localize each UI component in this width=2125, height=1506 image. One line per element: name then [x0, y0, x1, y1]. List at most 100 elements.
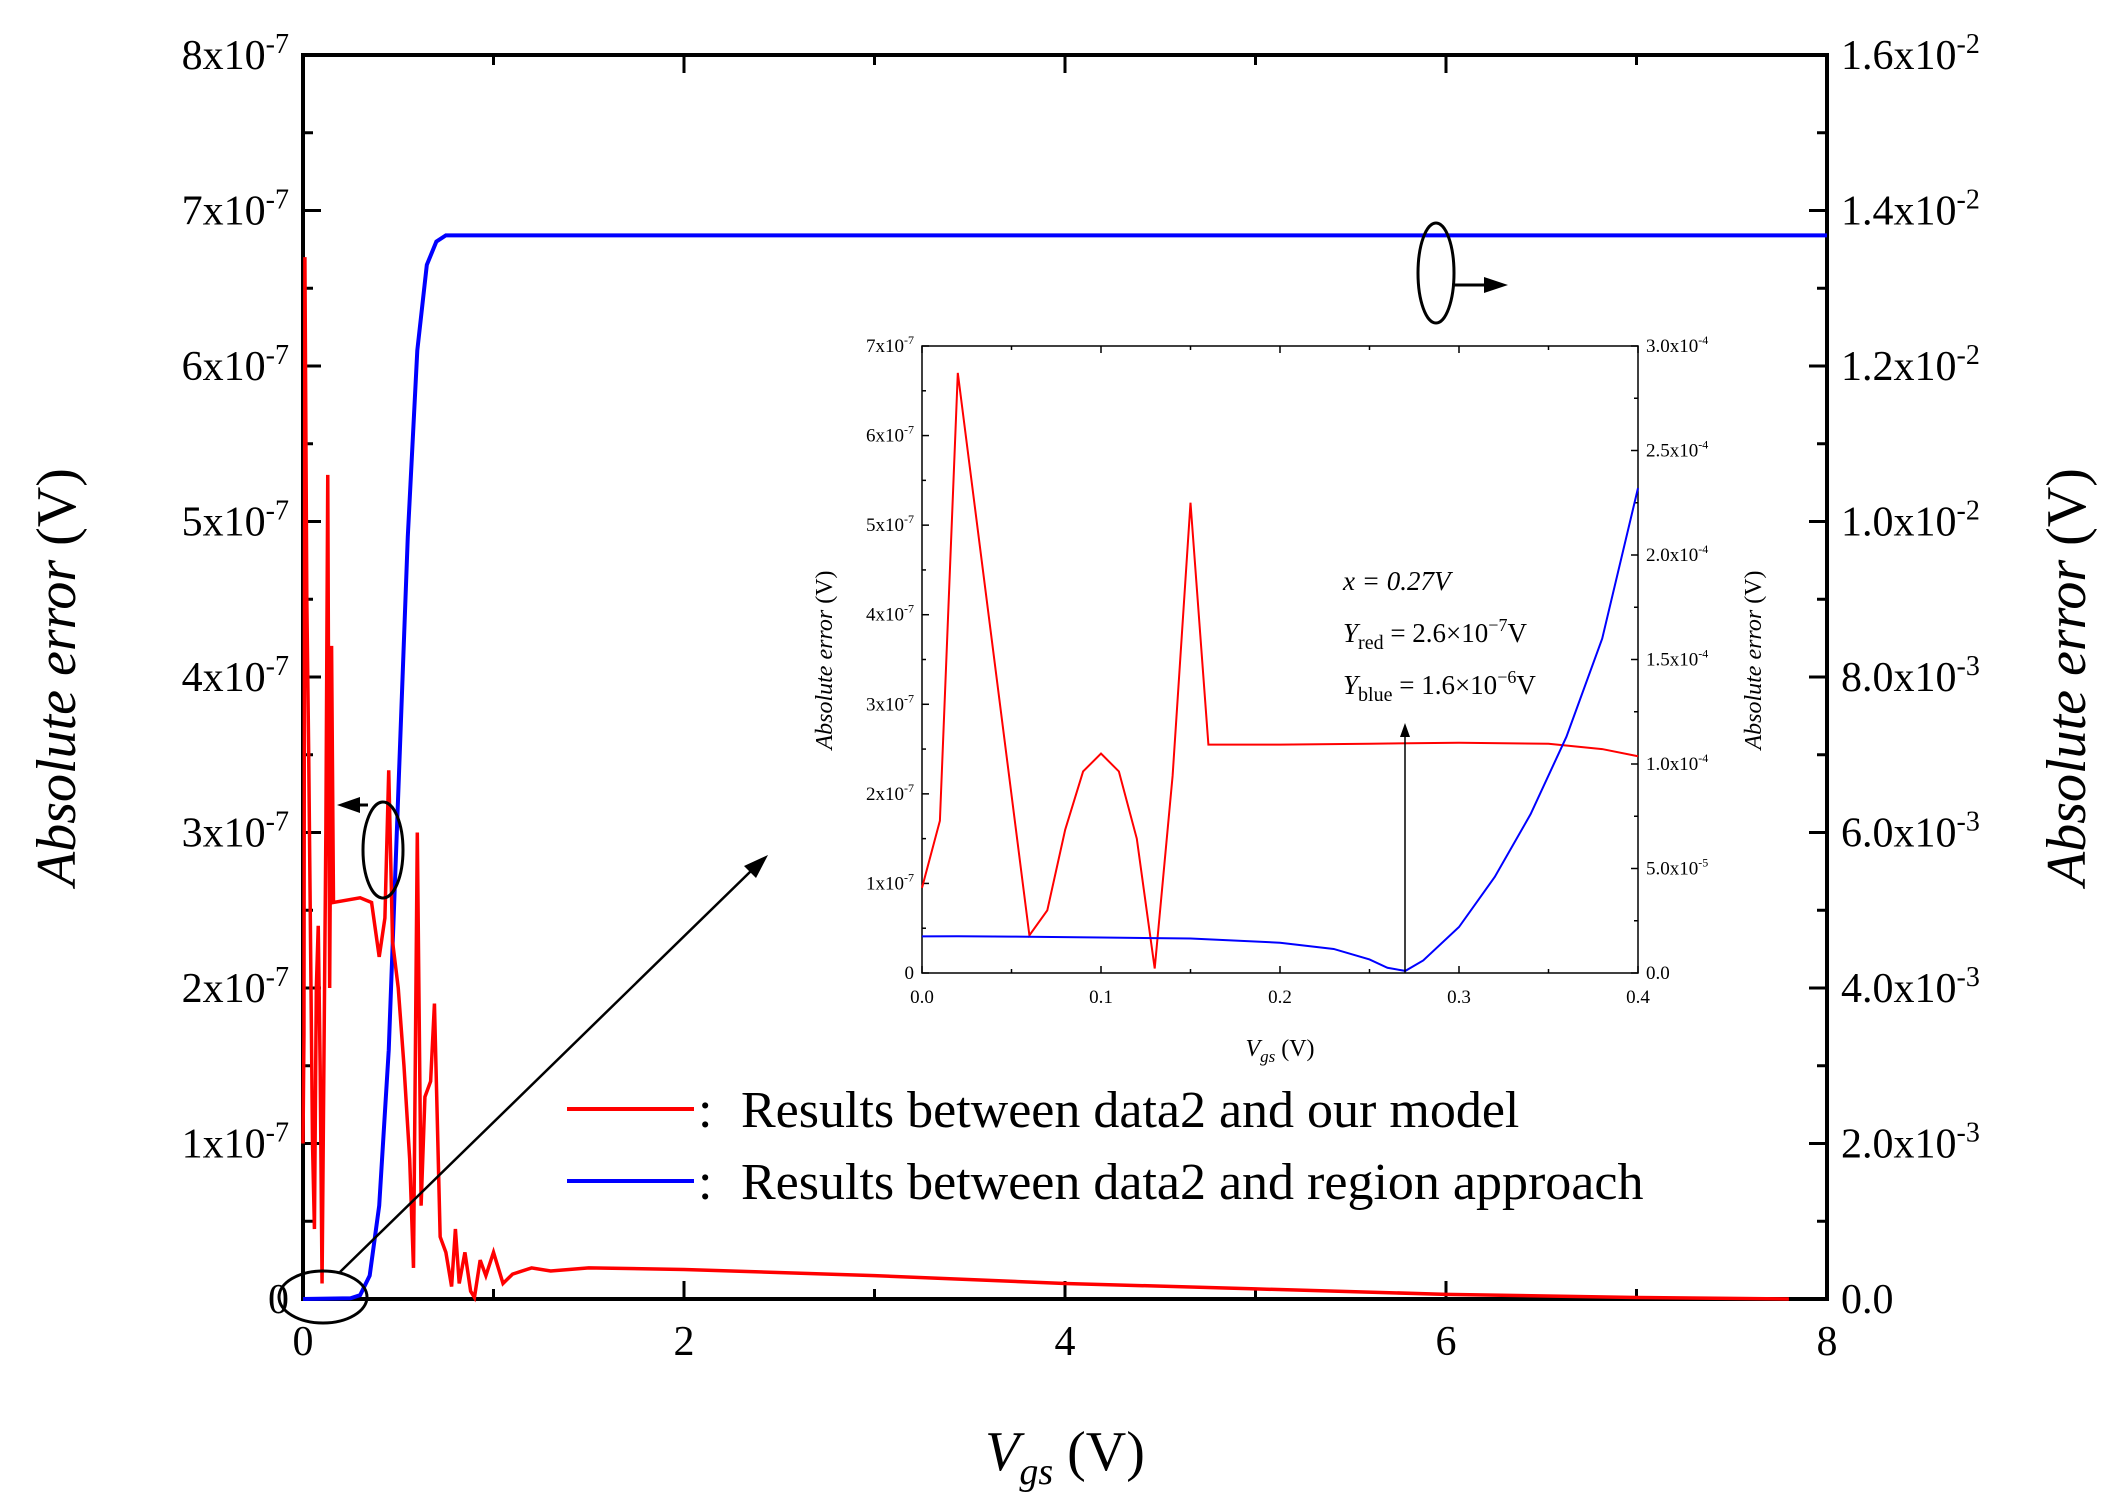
inset-right-tick-label-mantissa: 5.0x10 [1646, 859, 1698, 880]
main-left-axis-title-unit: (V) [26, 468, 88, 560]
inset-plot: 0.0 0.1 0.2 0.3 0.401x10-72x10-73x10-74x10-7… [812, 333, 1767, 1066]
inset-left-tick-label: 2x10-7 [866, 781, 914, 805]
inset-left-axis-title: Absolute error (V) [812, 570, 838, 751]
inset-series-red-line [921, 372, 1639, 969]
inset-right-tick-label: 2.0x10-4 [1646, 542, 1708, 566]
inset-annotation-x-text: x = 0.27V [1342, 566, 1454, 596]
legend-label-region-approach: Results between data2 and region approac… [741, 1154, 1643, 1211]
legend-marker-our-model: : [698, 1082, 712, 1139]
inset-right-tick-label-mantissa: 1.5x10 [1646, 650, 1698, 671]
inset-left-tick-label-mantissa: 3x10 [866, 694, 904, 715]
inset-left-tick-label-mantissa: 0 [905, 963, 915, 984]
inset-right-tick-label-mantissa: 2.5x10 [1646, 441, 1698, 462]
main-right-tick-label-mantissa: 4.0x10 [1841, 966, 1957, 1012]
inset-left-tick-label: 6x10-7 [866, 423, 914, 447]
main-right-tick-label-exponent: -2 [1957, 496, 1980, 527]
zoom-region-arrow [339, 869, 753, 1273]
inset-annotation-arrowhead [1400, 723, 1410, 737]
zoom-region-ellipse [277, 1269, 369, 1325]
inset-annotation-yred-unit: V [1507, 618, 1527, 648]
inset-annotation-yblue-value: = 1.6×10 [1392, 670, 1497, 700]
main-left-tick-label-exponent: -7 [266, 962, 289, 993]
main-series-our-model-line [301, 257, 1789, 1303]
main-x-tick-label: 8 [1817, 1319, 1838, 1365]
inset-left-tick-label-mantissa: 1x10 [866, 873, 904, 894]
main-right-tick-label-mantissa: 2.0x10 [1841, 1122, 1957, 1168]
inset-right-tick-label-exponent: -4 [1698, 751, 1708, 765]
main-left-tick-label: 5x10-7 [182, 496, 289, 546]
main-x-axis-title-var: V [985, 1421, 1025, 1483]
zoom-region-arrowhead [744, 855, 768, 878]
main-left-axis-title: Absolute error (V) [26, 468, 88, 890]
inset-left-tick-label-mantissa: 4x10 [866, 605, 904, 626]
inset-left-tick-label-mantissa: 5x10 [866, 515, 904, 536]
main-plot: 0 2 4 6 801x10-72x10-73x10-74x10-75x10-76x10… [26, 29, 2098, 1493]
main-left-tick-label-mantissa: 1x10 [182, 1122, 266, 1168]
inset-x-tick-label: 0.2 [1268, 987, 1292, 1008]
main-right-tick-label-exponent: -2 [1957, 185, 1980, 216]
main-right-tick-label-mantissa: 0.0 [1841, 1277, 1894, 1323]
main-x-tick-label: 2 [674, 1319, 695, 1365]
main-left-tick-label-exponent: -7 [266, 651, 289, 682]
inset-x-axis-title-sub: gs [1260, 1047, 1276, 1066]
inset-left-tick-label-exponent: -7 [904, 512, 914, 526]
inset-left-tick-label: 7x10-7 [866, 333, 914, 357]
main-right-tick-label: 1.6x10-2 [1841, 29, 1980, 79]
inset-annotation-yblue: Yblue = 1.6×10−6V [1343, 667, 1536, 706]
main-right-tick-label-mantissa: 6.0x10 [1841, 811, 1957, 857]
main-right-tick-label: 2.0x10-3 [1841, 1118, 1980, 1168]
main-right-tick-label: 0.0 [1841, 1277, 1894, 1323]
inset-x-tick-label: 0.4 [1626, 987, 1650, 1008]
inset-left-tick-label-mantissa: 6x10 [866, 426, 904, 447]
inset-right-tick-label-exponent: -4 [1698, 647, 1708, 661]
inset-right-tick-label-exponent: -4 [1698, 438, 1708, 452]
right-axis-indicator-ellipse [1416, 221, 1456, 325]
inset-left-axis-title-text: Absolute error [812, 609, 838, 751]
inset-x-tick-label: 0.3 [1447, 987, 1471, 1008]
inset-left-tick-label: 0 [905, 963, 915, 984]
main-x-axis-title-unit: (V) [1053, 1421, 1145, 1483]
main-left-tick-label-mantissa: 5x10 [182, 500, 266, 546]
inset-tick-labels: 0.0 0.1 0.2 0.3 0.401x10-72x10-73x10-74x10-7… [866, 333, 1708, 1008]
main-left-tick-label-exponent: -7 [266, 807, 289, 838]
main-x-tick-label: 6 [1436, 1319, 1457, 1365]
main-left-tick-label-mantissa: 3x10 [182, 811, 266, 857]
main-right-tick-label-exponent: -3 [1957, 1118, 1980, 1149]
main-right-tick-label-mantissa: 1.4x10 [1841, 189, 1957, 235]
main-right-tick-label: 1.0x10-2 [1841, 496, 1980, 546]
main-right-tick-label: 4.0x10-3 [1841, 962, 1980, 1012]
main-x-tick-label: 0 [293, 1319, 314, 1365]
main-x-axis-title-sub: gs [1019, 1451, 1053, 1493]
inset-annotation-yred-label: Y [1343, 618, 1361, 648]
inset-right-axis-title-unit: (V) [1741, 570, 1767, 609]
inset-plot-frame [921, 345, 1639, 974]
main-x-tick-label: 4 [1055, 1319, 1076, 1365]
main-right-tick-label: 8.0x10-3 [1841, 651, 1980, 701]
legend: : Results between data2 and our model : … [567, 1082, 1643, 1211]
inset-x-axis-title-unit: (V) [1275, 1036, 1314, 1062]
inset-left-tick-label-exponent: -7 [904, 781, 914, 795]
inset-left-tick-label: 5x10-7 [866, 512, 914, 536]
main-left-tick-label-mantissa: 4x10 [182, 655, 266, 701]
main-left-tick-label-mantissa: 7x10 [182, 189, 266, 235]
main-right-tick-label-mantissa: 1.2x10 [1841, 344, 1957, 390]
inset-right-tick-label: 3.0x10-4 [1646, 333, 1708, 357]
main-right-tick-label-exponent: -3 [1957, 807, 1980, 838]
main-left-tick-label-exponent: -7 [266, 496, 289, 527]
main-left-tick-label: 3x10-7 [182, 807, 289, 857]
inset-annotation-yblue-sub: blue [1358, 684, 1393, 706]
legend-marker-region-approach: : [698, 1154, 712, 1211]
inset-annotation-yred: Yred = 2.6×10−7V [1343, 615, 1527, 654]
inset-left-tick-label: 4x10-7 [866, 602, 914, 626]
main-right-axis-title-unit: (V) [2036, 468, 2098, 560]
inset-right-tick-label-mantissa: 3.0x10 [1646, 336, 1698, 357]
main-left-tick-label: 4x10-7 [182, 651, 289, 701]
inset-left-tick-label-exponent: -7 [904, 870, 914, 884]
main-left-tick-label-mantissa: 8x10 [182, 33, 266, 79]
inset-right-tick-label: 5.0x10-5 [1646, 856, 1708, 880]
inset-plot-background [922, 346, 1638, 973]
right-axis-indicator-arrowhead [1484, 277, 1508, 293]
inset-annotation-yred-exp: −7 [1488, 615, 1507, 635]
main-right-tick-label-mantissa: 1.6x10 [1841, 33, 1957, 79]
